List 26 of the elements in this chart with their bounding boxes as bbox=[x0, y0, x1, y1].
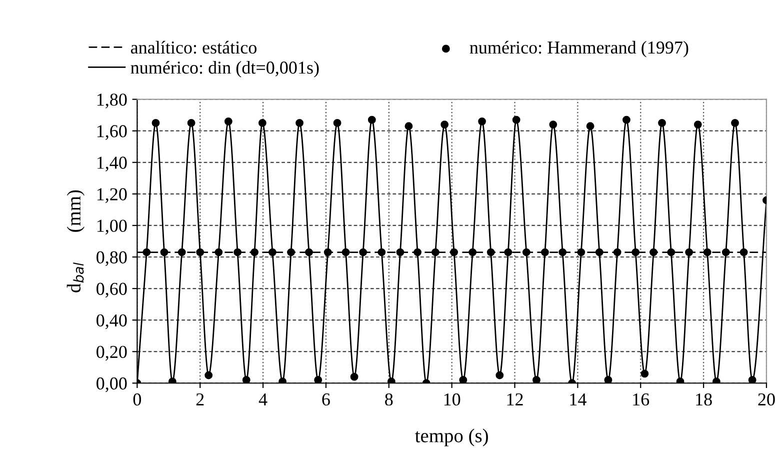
x-tick-label: 6 bbox=[322, 393, 330, 406]
y-tick-label: 0,80 bbox=[96, 251, 127, 266]
legend-label: numérico: Hammerand (1997) bbox=[470, 40, 688, 58]
y-tick-label: 1,60 bbox=[97, 125, 127, 140]
y-tick-label: 1,40 bbox=[97, 156, 127, 172]
x-tick-label: 8 bbox=[385, 393, 393, 406]
y-tick-label: 0,20 bbox=[96, 346, 127, 361]
y-tick-label: 1,20 bbox=[97, 188, 127, 203]
x-axis-title: tempo (s) bbox=[415, 428, 488, 446]
legend-label: analítico: estático bbox=[130, 40, 256, 54]
text: d$_{bal}$ (mm) bbox=[66, 190, 84, 292]
y-tick-label: 1,80 bbox=[97, 94, 127, 108]
x-tick-label: 20 bbox=[758, 393, 775, 406]
y-tick-label: 0,40 bbox=[96, 314, 127, 330]
legend-label: numérico: din (dt=0,001s) bbox=[130, 61, 319, 78]
x-tick-label: 10 bbox=[444, 393, 460, 406]
y-tick-label: 0,60 bbox=[96, 282, 127, 298]
x-tick-label: 16 bbox=[633, 393, 650, 406]
x-tick-label: 0 bbox=[133, 393, 141, 406]
y-tick-label: 0,00 bbox=[96, 377, 127, 392]
x-tick-label: 14 bbox=[570, 393, 586, 406]
x-tick-label: 4 bbox=[258, 393, 268, 406]
x-tick-label: 12 bbox=[507, 393, 523, 406]
x-tick-label: 2 bbox=[196, 393, 204, 406]
y-tick-label: 1,00 bbox=[97, 220, 127, 235]
x-tick-label: 18 bbox=[696, 393, 712, 406]
